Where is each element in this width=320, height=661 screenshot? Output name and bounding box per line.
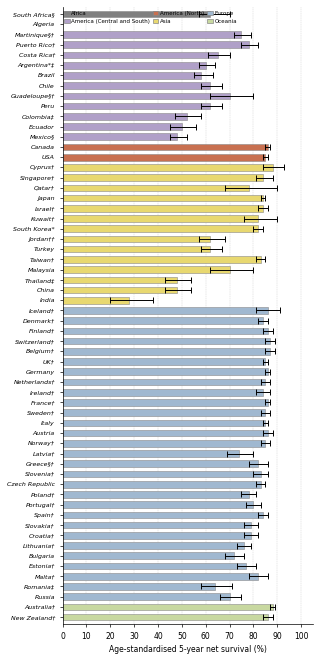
Bar: [63, 420, 265, 426]
Bar: [63, 307, 268, 314]
Bar: [63, 440, 265, 447]
Bar: [63, 225, 258, 232]
Bar: [63, 389, 263, 395]
Bar: [63, 471, 260, 477]
Bar: [63, 491, 249, 498]
Bar: [63, 450, 239, 457]
Bar: [63, 266, 229, 273]
Bar: [63, 123, 182, 130]
Bar: [63, 512, 263, 518]
Bar: [63, 287, 177, 293]
Bar: [63, 93, 229, 99]
Bar: [63, 379, 265, 385]
Bar: [63, 72, 201, 79]
Bar: [63, 358, 265, 365]
Bar: [63, 276, 177, 283]
Bar: [63, 235, 211, 243]
Bar: [63, 368, 268, 375]
Bar: [63, 175, 263, 181]
Bar: [63, 348, 270, 355]
Bar: [63, 31, 242, 38]
Bar: [63, 154, 265, 161]
Bar: [63, 338, 270, 344]
Bar: [63, 102, 211, 110]
Bar: [63, 430, 268, 436]
Bar: [63, 11, 211, 17]
Bar: [63, 143, 268, 150]
Bar: [63, 563, 246, 569]
Bar: [63, 409, 265, 416]
Bar: [63, 246, 211, 253]
Bar: [63, 52, 218, 58]
Bar: [63, 594, 229, 600]
Bar: [63, 614, 268, 621]
Bar: [63, 542, 244, 549]
Bar: [63, 164, 273, 171]
Bar: [63, 603, 273, 610]
Bar: [63, 62, 206, 69]
Bar: [63, 481, 260, 488]
Bar: [63, 501, 253, 508]
Bar: [63, 83, 211, 89]
Bar: [63, 583, 215, 590]
X-axis label: Age-standardised 5-year net survival (%): Age-standardised 5-year net survival (%): [109, 645, 267, 654]
Bar: [63, 317, 263, 324]
Bar: [63, 573, 258, 580]
Bar: [63, 297, 129, 303]
Bar: [63, 42, 249, 48]
Bar: [63, 328, 268, 334]
Bar: [63, 205, 263, 212]
Bar: [63, 522, 251, 528]
Bar: [63, 195, 263, 202]
Bar: [63, 215, 258, 222]
Bar: [63, 134, 177, 140]
Bar: [63, 113, 187, 120]
Bar: [63, 399, 268, 406]
Bar: [63, 532, 251, 539]
Bar: [63, 256, 260, 262]
Bar: [63, 184, 249, 191]
Legend: Africa, America (Central and South), America (North), Asia, Europe, Oceania: Africa, America (Central and South), Ame…: [63, 10, 238, 25]
Bar: [63, 461, 258, 467]
Bar: [63, 553, 234, 559]
